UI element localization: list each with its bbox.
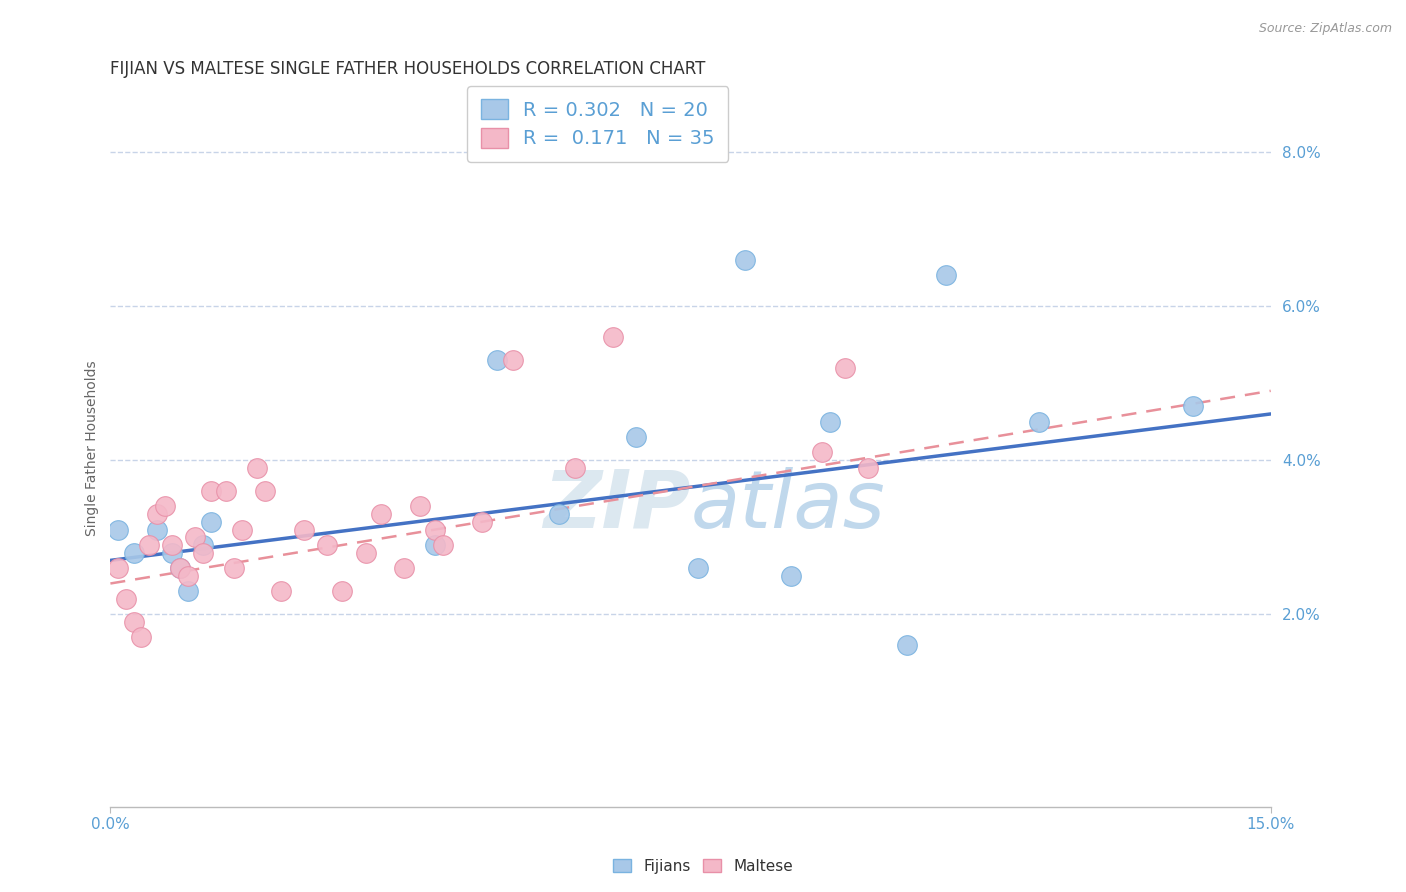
Point: [122, 546, 145, 560]
Point: [177, 568, 200, 582]
Point: [107, 561, 129, 575]
Point: [193, 538, 215, 552]
Point: [200, 483, 222, 498]
Point: [1182, 399, 1205, 413]
Point: [818, 415, 841, 429]
Point: [162, 538, 184, 552]
Point: [811, 445, 834, 459]
Point: [564, 461, 586, 475]
Point: [688, 561, 710, 575]
Point: [858, 461, 880, 475]
Point: [734, 252, 756, 267]
Point: [316, 538, 339, 552]
Point: [432, 538, 454, 552]
Point: [153, 500, 176, 514]
Point: [122, 615, 145, 629]
Point: [471, 515, 494, 529]
Text: Source: ZipAtlas.com: Source: ZipAtlas.com: [1258, 22, 1392, 36]
Point: [138, 538, 160, 552]
Y-axis label: Single Father Households: Single Father Households: [86, 360, 100, 536]
Point: [184, 530, 207, 544]
Text: FIJIAN VS MALTESE SINGLE FATHER HOUSEHOLDS CORRELATION CHART: FIJIAN VS MALTESE SINGLE FATHER HOUSEHOL…: [111, 60, 706, 78]
Point: [224, 561, 246, 575]
Point: [169, 561, 191, 575]
Point: [1028, 415, 1050, 429]
Point: [107, 523, 129, 537]
Text: ZIP: ZIP: [543, 467, 690, 545]
Point: [231, 523, 253, 537]
Point: [935, 268, 957, 283]
Point: [162, 546, 184, 560]
Point: [200, 515, 222, 529]
Point: [425, 538, 447, 552]
Point: [409, 500, 432, 514]
Point: [394, 561, 416, 575]
Point: [254, 483, 277, 498]
Point: [246, 461, 269, 475]
Point: [177, 584, 200, 599]
Point: [834, 360, 856, 375]
Point: [780, 568, 803, 582]
Point: [370, 507, 392, 521]
Point: [270, 584, 292, 599]
Point: [193, 546, 215, 560]
Point: [502, 353, 524, 368]
Point: [354, 546, 377, 560]
Point: [602, 330, 624, 344]
Legend: Fijians, Maltese: Fijians, Maltese: [606, 853, 800, 880]
Text: atlas: atlas: [690, 467, 886, 545]
Point: [131, 631, 153, 645]
Point: [486, 353, 509, 368]
Point: [332, 584, 354, 599]
Point: [115, 591, 138, 606]
Point: [146, 523, 169, 537]
Point: [425, 523, 447, 537]
Point: [896, 638, 918, 652]
Legend: R = 0.302   N = 20, R =  0.171   N = 35: R = 0.302 N = 20, R = 0.171 N = 35: [467, 86, 728, 161]
Point: [548, 507, 571, 521]
Point: [626, 430, 648, 444]
Point: [146, 507, 169, 521]
Point: [215, 483, 238, 498]
Point: [292, 523, 315, 537]
Point: [169, 561, 191, 575]
